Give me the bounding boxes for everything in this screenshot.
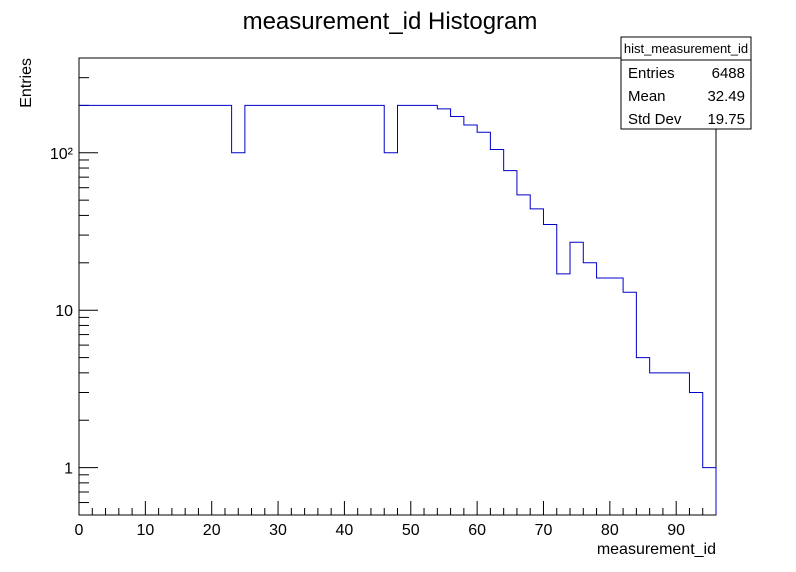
histogram-bin	[557, 274, 570, 515]
histogram-bin	[703, 468, 716, 515]
histogram-bin	[676, 373, 689, 515]
histogram-bin	[451, 116, 464, 515]
x-tick-label: 50	[402, 522, 420, 539]
stats-stddev-label: Std Dev	[628, 111, 682, 128]
x-tick-label: 40	[336, 522, 354, 539]
stats-box: hist_measurement_id Entries 6488 Mean 32…	[620, 36, 752, 130]
histogram-bin	[437, 109, 450, 515]
stats-stddev-value: 19.75	[707, 111, 745, 128]
histogram-series-line	[79, 104, 717, 515]
histogram-bin	[663, 373, 676, 515]
y-axis-label: Entries	[18, 58, 35, 108]
histogram-bin	[398, 105, 438, 515]
y-tick-label: 10²	[50, 146, 74, 163]
histogram-bin	[583, 263, 596, 515]
y-axis-tick-labels: 1 10 10²	[50, 146, 74, 478]
histogram-bin	[464, 125, 477, 515]
histogram-bin	[477, 132, 490, 515]
histogram-bin	[543, 225, 556, 515]
stats-mean-label: Mean	[628, 88, 666, 105]
histogram-bin	[597, 278, 610, 515]
x-tick-label: 10	[136, 522, 154, 539]
histogram-bin	[245, 105, 384, 515]
x-axis-tick-labels: 0 10 20 30 40 50 60 70 80 90	[75, 522, 686, 539]
stats-entries-value: 6488	[712, 65, 745, 82]
histogram-bin	[79, 105, 232, 515]
histogram-bin	[650, 373, 663, 515]
x-tick-label: 60	[468, 522, 486, 539]
stats-box-title: hist_measurement_id	[624, 41, 748, 56]
x-tick-label: 90	[667, 522, 685, 539]
x-tick-label: 80	[601, 522, 619, 539]
chart-title: measurement_id Histogram	[243, 8, 538, 35]
x-axis-label: measurement_id	[597, 541, 716, 558]
stats-mean-value: 32.49	[707, 88, 745, 105]
y-axis-ticks	[79, 57, 98, 516]
x-tick-label: 30	[269, 522, 287, 539]
x-axis-ticks	[78, 501, 717, 515]
x-tick-label: 20	[203, 522, 221, 539]
histogram-bin	[623, 292, 636, 515]
stats-box-frame	[620, 36, 752, 130]
stats-entries-label: Entries	[628, 65, 675, 82]
y-tick-label: 1	[64, 461, 73, 478]
histogram-bin	[570, 242, 583, 515]
histogram-bin	[232, 153, 245, 515]
histogram-bins	[79, 105, 716, 515]
histogram-bin	[517, 195, 530, 515]
histogram-bin	[490, 149, 503, 515]
histogram-bin	[384, 153, 397, 515]
y-tick-label: 10	[55, 303, 73, 320]
histogram-bin	[610, 278, 623, 515]
x-tick-label: 0	[75, 522, 84, 539]
histogram-bin	[530, 209, 543, 515]
histogram-bin	[504, 171, 517, 515]
histogram-bin	[689, 393, 702, 515]
histogram-bin	[636, 358, 649, 515]
x-tick-label: 70	[535, 522, 553, 539]
